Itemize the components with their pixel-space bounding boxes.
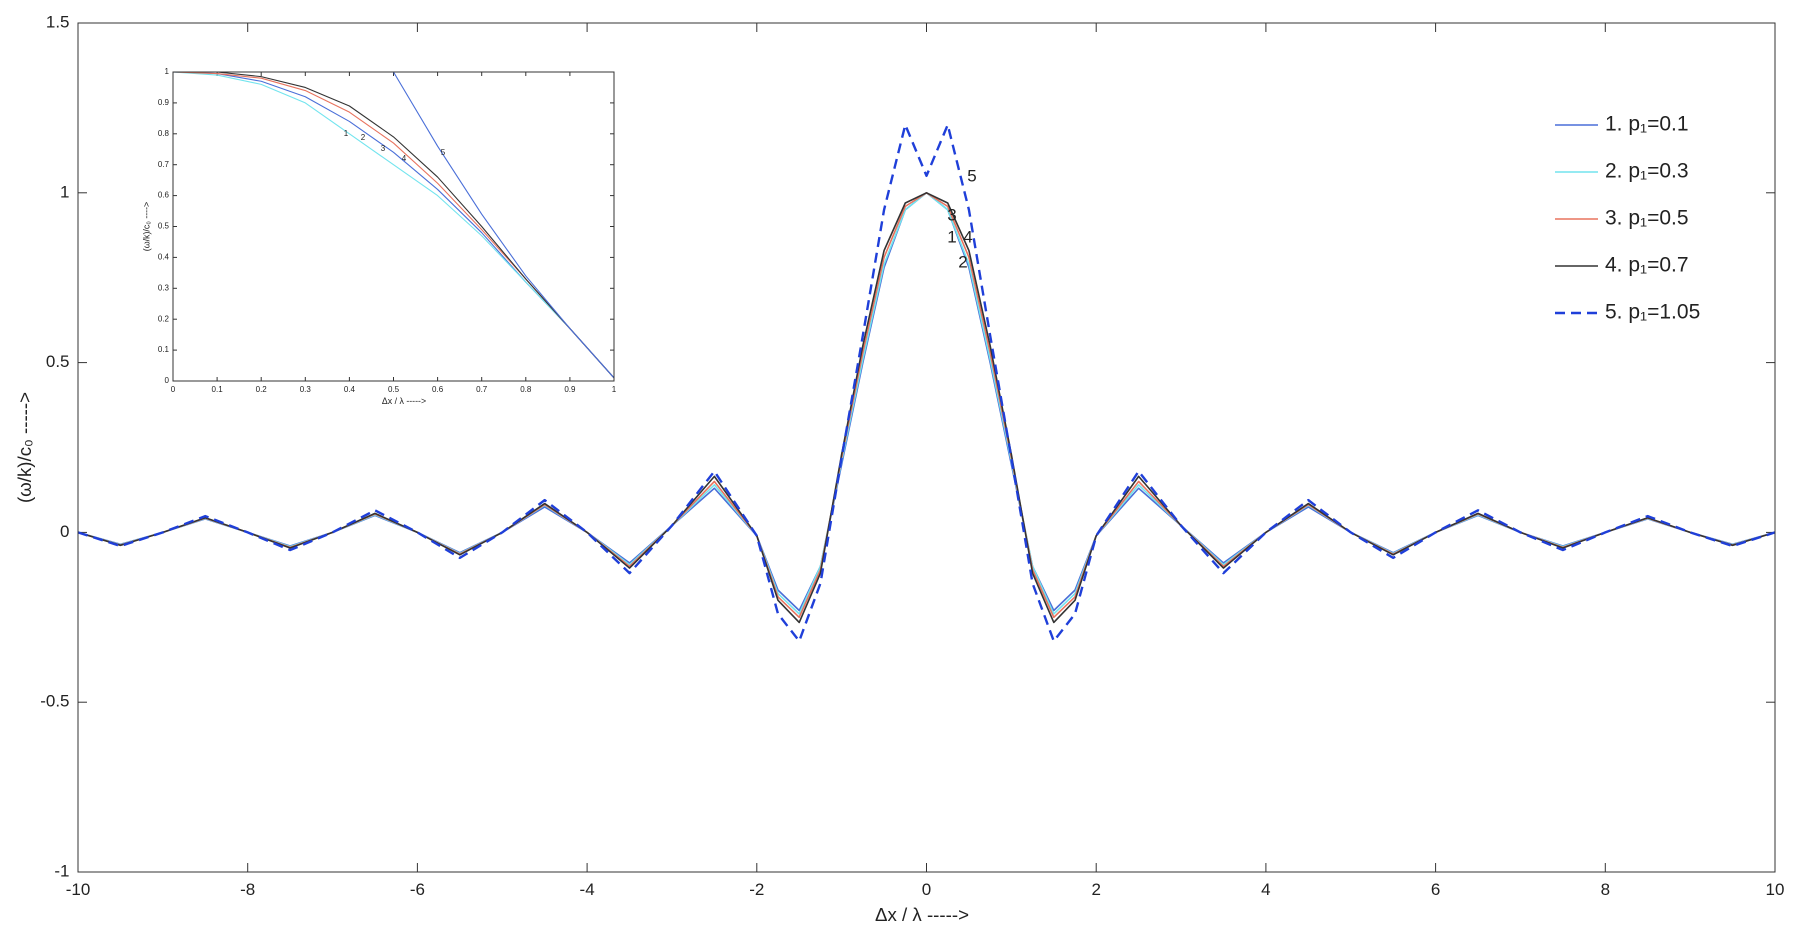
plot-frame <box>172 71 615 382</box>
curve-label: 1 <box>947 227 956 246</box>
legend-label: 5. p₁=1.05 <box>1605 301 1700 324</box>
x-tick-label: 0.5 <box>388 385 400 394</box>
y-tick-label: 0.3 <box>158 283 170 292</box>
series-line <box>172 71 615 379</box>
x-tick-label: 0.4 <box>344 385 356 394</box>
curve-label: 5 <box>967 166 976 185</box>
x-tick-label: 0 <box>922 880 931 899</box>
x-tick-label: 0.6 <box>432 385 444 394</box>
y-tick-label: 1 <box>60 182 69 201</box>
curve-label: 1 <box>344 129 349 138</box>
curve-label: 4 <box>963 227 972 246</box>
y-axis-label: (ω/k)/c₀ ----> <box>141 202 151 251</box>
series-line <box>173 71 615 379</box>
curve-label: 2 <box>958 252 967 271</box>
x-tick-label: 6 <box>1431 880 1440 899</box>
inset-plot: 0 0.1 0.2 0.3 0.4 0.5 0.6 0.7 0.8 0.9 1 0 0.1 0.2 0.3 0… <box>141 67 616 406</box>
x-tick-label: 10 <box>1766 880 1785 899</box>
y-tick-label: 1 <box>165 67 170 76</box>
x-tick-label: 2 <box>1091 880 1100 899</box>
y-tick-label: 0.5 <box>46 352 70 371</box>
y-tick-label: 0.6 <box>158 191 170 200</box>
y-tick-label: -0.5 <box>40 692 69 711</box>
x-tick-label: 0.8 <box>520 385 532 394</box>
y-tick-label: 0.2 <box>158 314 170 323</box>
x-tick-label: 0.2 <box>256 385 268 394</box>
y-tick-label: 0.1 <box>158 345 170 354</box>
x-tick-label: 8 <box>1601 880 1610 899</box>
y-tick-label: 0.7 <box>158 160 170 169</box>
legend-label: 3. p₁=0.5 <box>1605 207 1689 230</box>
x-tick-label: -6 <box>410 880 425 899</box>
x-tick-label: -8 <box>240 880 255 899</box>
y-tick-label: 0 <box>165 376 170 385</box>
curve-label: 3 <box>381 144 386 153</box>
x-tick-label: 0 <box>171 385 176 394</box>
x-axis-label: Δx / λ -----> <box>875 904 969 925</box>
curve-label: 3 <box>947 205 956 224</box>
x-tick-label: 0.3 <box>300 385 312 394</box>
legend-label: 2. p₁=0.3 <box>1605 160 1689 183</box>
legend-label: 4. p₁=0.7 <box>1605 254 1689 277</box>
y-axis-label: (ω/k)/c₀ -----> <box>14 392 35 503</box>
curve-label: 4 <box>402 154 407 163</box>
series-line <box>393 71 615 379</box>
curve-label: 2 <box>361 133 366 142</box>
x-tick-label: -2 <box>749 880 764 899</box>
y-tick-label: 0.4 <box>158 253 170 262</box>
curve-label: 5 <box>441 148 446 157</box>
y-tick-label: 0.9 <box>158 98 170 107</box>
series-line <box>77 123 1776 643</box>
y-tick-label: 0 <box>60 522 69 541</box>
y-tick-label: 0.5 <box>158 222 170 231</box>
legend-label: 1. p₁=0.1 <box>1605 113 1689 136</box>
x-tick-label: 0.1 <box>212 385 224 394</box>
x-tick-label: 0.9 <box>564 385 576 394</box>
plot-area <box>173 72 614 381</box>
x-axis-label: Δx / λ -----> <box>382 396 426 406</box>
plot-frame <box>77 22 1776 873</box>
y-tick-label: -1 <box>54 861 69 880</box>
y-tick-label: 0.8 <box>158 129 170 138</box>
x-tick-label: 1 <box>612 385 617 394</box>
x-tick-label: -10 <box>66 880 91 899</box>
x-tick-label: 4 <box>1261 880 1270 899</box>
y-tick-label: 1.5 <box>46 12 70 31</box>
x-tick-label: 0.7 <box>476 385 488 394</box>
x-tick-label: -4 <box>580 880 595 899</box>
